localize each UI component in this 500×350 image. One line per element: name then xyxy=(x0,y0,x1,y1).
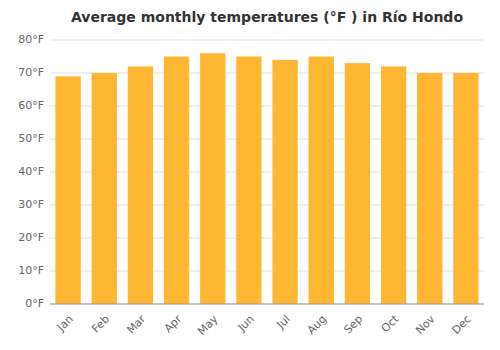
x-tick-label: Jul xyxy=(274,313,293,332)
x-tick-label: Apr xyxy=(162,312,185,335)
x-tick-label: Sep xyxy=(341,313,365,337)
bar xyxy=(55,76,80,304)
grid-line xyxy=(50,304,484,305)
bars xyxy=(55,53,478,304)
x-tick-label: Oct xyxy=(379,312,402,335)
y-tick-label: 10°F xyxy=(18,264,44,277)
x-tick-label: Jan xyxy=(54,313,76,335)
x-tick-label: May xyxy=(195,312,221,338)
bar xyxy=(164,57,189,305)
grid-line xyxy=(50,40,484,41)
y-axis: 0°F 10°F 20°F 30°F 40°F 50°F 60°F 70°F 80°F xyxy=(18,33,484,310)
x-tick-label: Jun xyxy=(235,313,257,335)
x-axis: Jan Feb Mar Apr May Jun Jul Aug Sep Oct Nov Dec xyxy=(54,312,474,338)
x-axis-line xyxy=(50,304,484,305)
bar xyxy=(128,66,153,304)
bar xyxy=(236,57,261,305)
x-tick-label: Aug xyxy=(305,313,329,337)
bar xyxy=(417,73,442,304)
y-tick-label: 40°F xyxy=(18,165,44,178)
x-tick-label: Mar xyxy=(124,312,148,336)
y-tick-label: 70°F xyxy=(18,66,44,79)
x-tick-label: Dec xyxy=(449,313,473,337)
chart: Average monthly temperatures (°F ) in Rí… xyxy=(0,0,500,350)
background xyxy=(0,0,500,350)
y-tick-label: 60°F xyxy=(18,99,44,112)
bar xyxy=(453,73,478,304)
y-tick-label: 80°F xyxy=(18,33,44,46)
y-tick-label: 20°F xyxy=(18,231,44,244)
bar xyxy=(345,63,370,304)
y-tick-label: 0°F xyxy=(25,297,44,310)
x-tick-label: Nov xyxy=(413,312,438,337)
bar xyxy=(272,60,297,304)
bar xyxy=(92,73,117,304)
y-tick-label: 50°F xyxy=(18,132,44,145)
bar xyxy=(381,66,406,304)
y-tick-label: 30°F xyxy=(18,198,44,211)
x-tick-label: Feb xyxy=(89,313,112,336)
bar xyxy=(309,57,334,305)
bar xyxy=(200,53,225,304)
title: Average monthly temperatures (°F ) in Rí… xyxy=(71,9,463,25)
